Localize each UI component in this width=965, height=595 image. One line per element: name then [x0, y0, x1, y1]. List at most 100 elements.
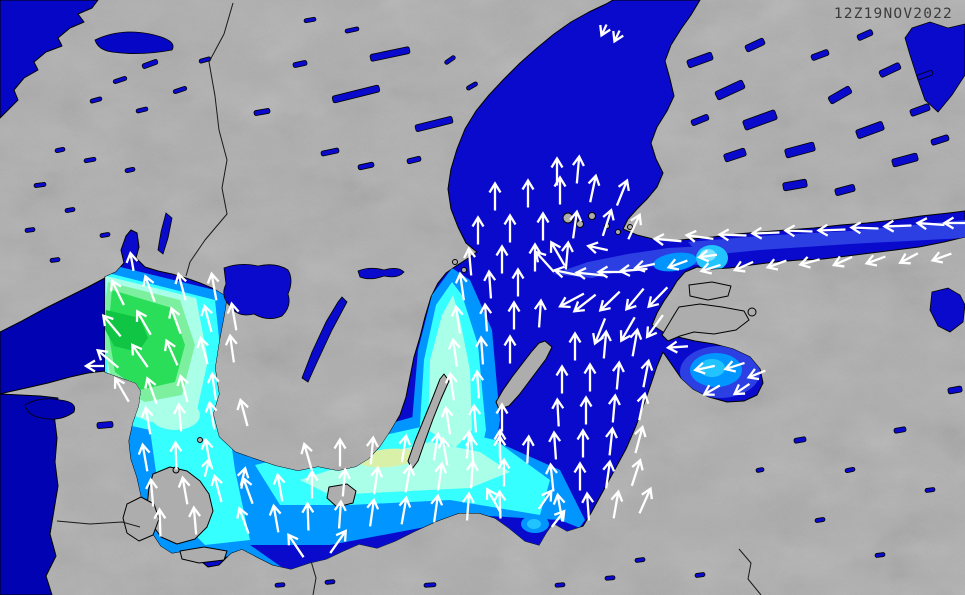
- palecyan-south-baltic: [300, 442, 510, 495]
- stockholm-skerry-2: [461, 267, 467, 273]
- wave-arrow: [732, 260, 754, 273]
- wave-arrow: [569, 209, 583, 239]
- wave-arrow: [630, 458, 644, 487]
- islands-layer: [122, 212, 757, 564]
- stockholm-skerry-1: [452, 259, 458, 265]
- small-lake: [135, 106, 149, 114]
- wave-arrow: [645, 314, 664, 339]
- wave-arrow: [113, 376, 130, 403]
- small-lake: [24, 227, 36, 233]
- wave-arrow: [168, 306, 182, 335]
- small-lake: [782, 178, 808, 192]
- wave-arrow: [468, 403, 482, 433]
- wave-arrow: [204, 400, 218, 430]
- wave-arrow: [571, 154, 585, 184]
- wave-arrow: [444, 371, 458, 401]
- wave-arrow: [461, 429, 475, 459]
- wave-arrow: [624, 287, 645, 312]
- wave-arrow: [177, 475, 191, 505]
- wave-arrow: [333, 437, 347, 467]
- island-hiiumaa: [688, 281, 732, 301]
- island-lolland: [179, 546, 228, 564]
- small-lake: [83, 156, 97, 164]
- wave-arrow: [333, 499, 347, 529]
- small-lake: [357, 161, 375, 171]
- wave-arrow: [495, 402, 509, 432]
- wave-arrow: [548, 430, 562, 460]
- wave-arrow: [440, 405, 454, 435]
- wave-arrow: [300, 441, 313, 471]
- wave-arrow: [746, 368, 766, 381]
- wave-arrow: [717, 228, 747, 242]
- wave-arrow: [224, 333, 238, 363]
- small-lake: [89, 96, 103, 104]
- wave-arrow: [196, 335, 209, 365]
- wave-arrow: [619, 316, 636, 343]
- small-lake: [466, 81, 478, 91]
- wave-arrow: [176, 373, 189, 403]
- wave-arrow: [942, 216, 965, 230]
- wave-arrow: [402, 463, 416, 493]
- wave-arrow: [652, 233, 682, 247]
- wave-arrow: [587, 173, 601, 203]
- wave-arrow: [174, 271, 187, 301]
- wave-arrow: [493, 489, 507, 519]
- wave-arrow: [206, 271, 220, 301]
- small-lake: [554, 582, 566, 588]
- wave-arrow: [598, 329, 612, 359]
- wave-arrow: [647, 286, 669, 309]
- wave-arrow: [629, 327, 643, 357]
- wave-arrow: [398, 433, 412, 463]
- wave-arrow: [471, 215, 485, 245]
- wave-arrow: [454, 271, 468, 301]
- wave-arrow: [430, 431, 444, 461]
- wave-arrow: [398, 495, 412, 525]
- small-lake: [742, 109, 778, 131]
- band-gulf-of-finland: [688, 220, 965, 256]
- wave-arrow: [552, 492, 566, 522]
- wave-arrow: [503, 213, 517, 243]
- wave-arrow: [551, 397, 565, 427]
- wave-arrow: [534, 250, 555, 273]
- lake-malaren: [357, 267, 405, 280]
- wave-arrow: [95, 348, 120, 369]
- wave-arrow: [618, 263, 648, 277]
- wave-arrow: [528, 242, 542, 272]
- small-lake: [856, 29, 874, 41]
- small-lake: [827, 85, 853, 105]
- small-lake: [784, 141, 816, 159]
- small-lake: [634, 557, 646, 563]
- wave-arrow: [831, 255, 853, 268]
- small-lake: [930, 134, 950, 146]
- kattegat-isle-1: [197, 437, 203, 443]
- wave-arrow: [536, 211, 550, 241]
- small-lake: [423, 582, 437, 588]
- wave-arrow: [430, 493, 444, 523]
- wave-arrow: [552, 265, 582, 279]
- lake-ladoga: [904, 21, 965, 113]
- wave-arrow: [434, 461, 448, 491]
- wave-arrow: [636, 391, 650, 421]
- lakes-layer: [24, 16, 965, 588]
- archipelago-3: [627, 224, 633, 230]
- wave-arrow: [337, 467, 351, 497]
- wave-arrow: [447, 337, 461, 367]
- border-germany-poland: [310, 560, 317, 595]
- small-lake: [303, 16, 317, 24]
- small-lake: [694, 572, 706, 578]
- small-lake: [874, 552, 886, 558]
- small-lake: [714, 79, 746, 101]
- palecyan-west-gotland: [428, 295, 472, 448]
- wave-arrow: [210, 473, 223, 503]
- island-muhu: [747, 307, 757, 317]
- wave-arrow: [200, 457, 214, 478]
- small-lake: [878, 62, 902, 78]
- wave-arrow: [370, 465, 384, 495]
- wave-arrow: [930, 251, 952, 264]
- wave-arrow: [483, 269, 497, 299]
- wave-arrow: [583, 362, 597, 392]
- wave-arrow: [471, 369, 485, 399]
- small-lake: [444, 55, 456, 65]
- small-lake: [141, 59, 159, 69]
